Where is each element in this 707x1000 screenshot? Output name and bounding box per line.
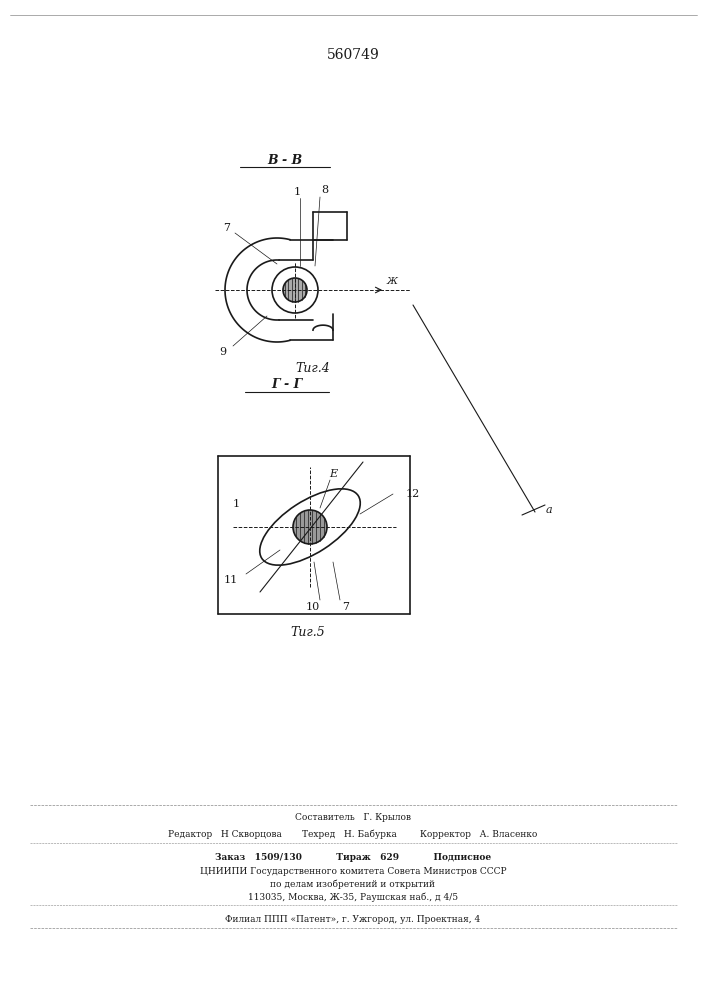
Text: Заказ   1509/130           Тираж   629           Подписное: Заказ 1509/130 Тираж 629 Подписное bbox=[215, 852, 491, 861]
Circle shape bbox=[293, 510, 327, 544]
Text: 11: 11 bbox=[223, 575, 238, 585]
Text: 1: 1 bbox=[293, 187, 300, 197]
Text: a: a bbox=[546, 505, 553, 515]
Text: 9: 9 bbox=[219, 347, 226, 357]
Text: B - B: B - B bbox=[267, 153, 303, 166]
Text: 12: 12 bbox=[406, 489, 420, 499]
Text: Ж: Ж bbox=[387, 277, 398, 286]
Text: 113035, Москва, Ж-35, Раушская наб., д 4/5: 113035, Москва, Ж-35, Раушская наб., д 4… bbox=[248, 892, 458, 902]
Text: 7: 7 bbox=[223, 223, 230, 233]
Text: E: E bbox=[329, 469, 337, 479]
Text: Г - Г: Г - Г bbox=[271, 378, 303, 391]
Text: Редактор   Н Скворцова       Техред   Н. Бабурка        Корректор   А. Власенко: Редактор Н Скворцова Техред Н. Бабурка К… bbox=[168, 829, 538, 839]
Text: Филиал ППП «Патент», г. Ужгород, ул. Проектная, 4: Филиал ППП «Патент», г. Ужгород, ул. Про… bbox=[226, 914, 481, 924]
Text: по делам изобретений и открытий: по делам изобретений и открытий bbox=[271, 879, 436, 889]
Text: Τиг.5: Τиг.5 bbox=[291, 626, 325, 639]
Text: 1: 1 bbox=[233, 499, 240, 509]
Text: 10: 10 bbox=[306, 602, 320, 612]
Text: 560749: 560749 bbox=[327, 48, 380, 62]
Circle shape bbox=[283, 278, 307, 302]
Text: Составитель   Г. Крылов: Составитель Г. Крылов bbox=[295, 814, 411, 822]
Text: ЦНИИПИ Государственного комитета Совета Министров СССР: ЦНИИПИ Государственного комитета Совета … bbox=[199, 866, 506, 876]
Text: 8: 8 bbox=[322, 185, 329, 195]
Text: Τиг.4: Τиг.4 bbox=[296, 361, 330, 374]
Text: 7: 7 bbox=[342, 602, 349, 612]
